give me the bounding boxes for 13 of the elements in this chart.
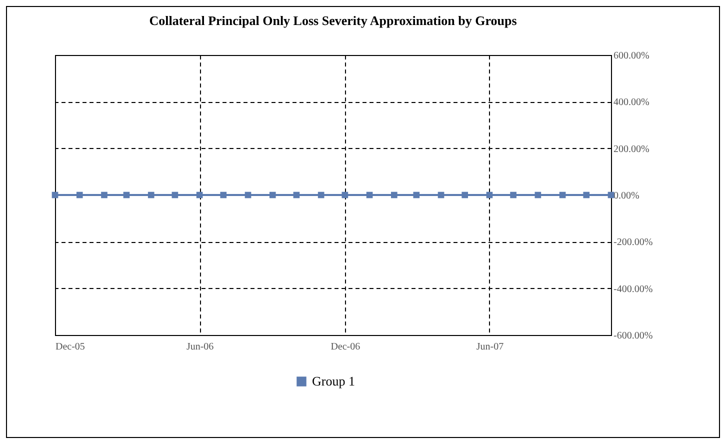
y-tick-label: -600.00% (614, 330, 653, 342)
x-tick-label: Dec-05 (56, 342, 85, 352)
x-tick-label: Jun-06 (186, 342, 214, 352)
y-tick-label: 0.00% (614, 190, 640, 202)
y-tick-label: 400.00% (614, 97, 650, 108)
x-tick-label: Jun-07 (476, 342, 504, 352)
y-tick-label: 600.00% (614, 50, 650, 62)
y-tick-label: -400.00% (614, 284, 653, 295)
x-tick-label: Dec-06 (330, 342, 360, 352)
y-tick-label: 200.00% (614, 144, 650, 155)
y-tick-label: -200.00% (614, 237, 653, 248)
legend-label: Group 1 (312, 374, 355, 388)
chart-title: Collateral Principal Only Loss Severity Approximation by Groups (149, 13, 517, 28)
